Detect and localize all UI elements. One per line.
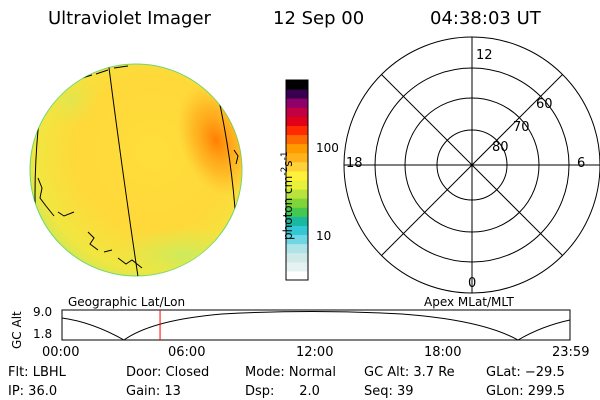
glon-info: GLon: 299.5 — [486, 384, 566, 399]
colorbar-tick-10: 10 — [316, 229, 332, 243]
timeline-x-tick-1800: 18:00 — [424, 345, 462, 360]
mode-info: Mode: Normal — [245, 365, 336, 380]
colorbar-band — [286, 252, 308, 263]
door-info: Door: Closed — [126, 365, 210, 380]
gain-info: Gain: 13 — [126, 384, 181, 399]
timeline-y-tick-high: 9.0 — [33, 305, 53, 319]
colorbar-band — [286, 107, 308, 117]
filter-info: Flt: LBHL — [8, 365, 66, 380]
lat-label-80: 80 — [492, 140, 509, 155]
mlt-label-0: 0 — [468, 276, 477, 291]
mlt-label-6: 6 — [577, 156, 586, 171]
geographic-caption: Geographic Lat/Lon — [68, 295, 186, 309]
colorbar-band — [286, 98, 308, 108]
colorbar-band — [286, 216, 308, 226]
colorbar-band — [286, 80, 308, 90]
colorbar-band — [286, 261, 308, 272]
colorbar-band — [286, 270, 308, 281]
colorbar-band — [286, 134, 308, 145]
timeline-x-tick-0000: 00:00 — [42, 345, 80, 360]
colorbar-band — [286, 225, 308, 236]
timeline-x-tick-1200: 12:00 — [296, 345, 334, 360]
colorbar-band — [286, 89, 308, 99]
colorbar-tick-100: 100 — [316, 141, 339, 155]
colorbar-band — [286, 116, 308, 126]
colorbar-band — [286, 125, 308, 136]
colorbar-band — [286, 243, 308, 254]
colorbar-band — [286, 189, 308, 199]
mlt-label-12: 12 — [476, 48, 493, 63]
timeline-y-axis-label: GC Alt — [10, 311, 24, 349]
time-label: 04:38:03 UT — [430, 8, 541, 29]
dsp-info: Dsp: 2.0 — [245, 384, 320, 399]
glat-info: GLat: −29.5 — [486, 365, 565, 380]
colorbar-band — [286, 161, 308, 172]
timeline-y-tick-low: 1.8 — [33, 327, 53, 341]
date-label: 12 Sep 00 — [273, 8, 365, 29]
altitude-timeline — [61, 309, 571, 341]
timeline-x-tick-0600: 06:00 — [168, 345, 206, 360]
mlt-label-18: 18 — [346, 156, 363, 171]
apex-caption: Apex MLat/MLT — [424, 295, 514, 309]
colorbar-band — [286, 207, 308, 217]
seq-info: Seq: 39 — [364, 384, 414, 399]
colorbar-border — [285, 79, 309, 281]
gc-alt-info: GC Alt: 3.7 Re — [364, 365, 455, 380]
instrument-title: Ultraviolet Imager — [48, 8, 211, 29]
colorbar-band — [286, 152, 308, 163]
colorbar-band — [286, 234, 308, 245]
colorbar — [285, 79, 309, 281]
ip-info: IP: 36.0 — [8, 384, 58, 399]
colorbar-band — [286, 198, 308, 208]
colorbar-band — [286, 180, 308, 190]
colorbar-band — [286, 143, 308, 154]
colorbar-band — [286, 170, 308, 181]
timeline-x-tick-2359: 23:59 — [552, 345, 590, 360]
lat-label-60: 60 — [536, 97, 553, 112]
lat-label-70: 70 — [513, 120, 530, 135]
